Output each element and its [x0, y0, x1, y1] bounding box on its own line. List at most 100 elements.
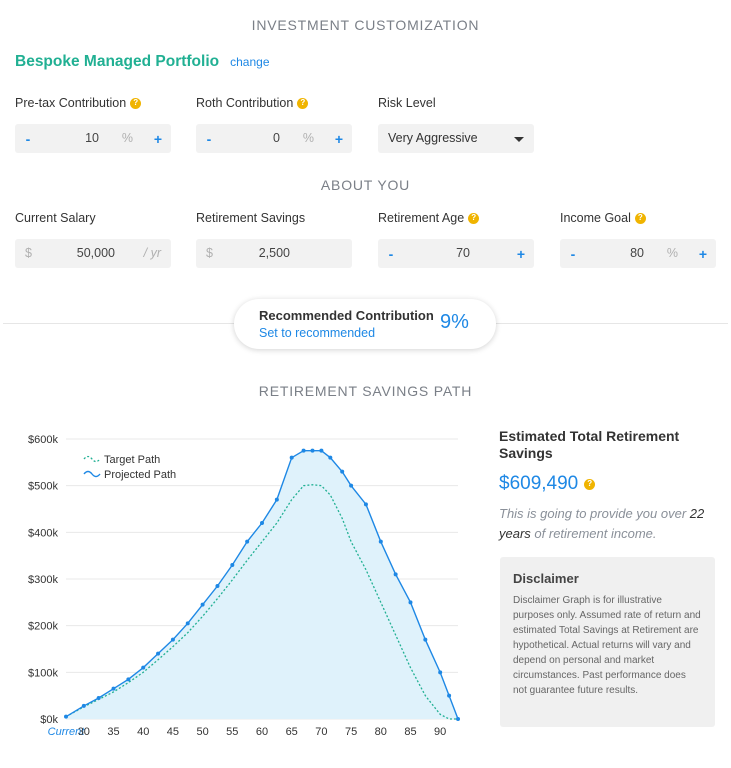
y-tick-label: $300k	[28, 574, 58, 586]
current-salary-value: 50,000	[76, 246, 115, 260]
retirement-savings-chart: $0k $100k $200k $300k $400k $500k $600k Current…	[0, 425, 470, 745]
increment-button[interactable]: +	[698, 245, 708, 262]
dollar-prefix: $	[25, 246, 32, 260]
change-portfolio-link[interactable]: change	[230, 55, 270, 69]
projected-point	[200, 602, 205, 607]
pretax-contribution-label: Pre-tax Contribution	[15, 96, 127, 110]
projected-path-line	[65, 449, 459, 720]
increment-button[interactable]: +	[153, 130, 163, 147]
retirement-savings-input[interactable]: $ 2,500	[196, 239, 352, 268]
projected-point	[328, 455, 333, 460]
projected-point	[96, 696, 101, 700]
sentence-prefix: This is going to provide you over	[499, 506, 690, 521]
risk-level-field: Risk Level Very Aggressive	[378, 95, 534, 153]
projected-point	[260, 521, 264, 525]
legend-target-label: Target Path	[104, 454, 160, 466]
retirement-savings-field: Retirement Savings $ 2,500	[196, 210, 352, 268]
projected-area	[66, 450, 458, 719]
income-years: 22 years	[499, 506, 705, 541]
projected-point	[185, 621, 190, 626]
x-tick-label: 30	[78, 726, 90, 738]
projected-point	[349, 483, 354, 488]
percent-unit: %	[121, 131, 133, 145]
x-tick-label: 50	[196, 726, 208, 738]
increment-button[interactable]: +	[334, 130, 344, 147]
percent-unit: %	[302, 131, 314, 145]
projected-point	[393, 572, 398, 577]
projected-point	[274, 497, 279, 502]
projected-point	[141, 665, 146, 670]
dollar-prefix: $	[206, 246, 213, 260]
caret-down-icon	[514, 137, 524, 142]
x-tick-label: 55	[226, 726, 238, 738]
projected-point	[289, 455, 294, 460]
retirement-savings-value: 2,500	[258, 246, 290, 260]
estimate-value: $609,490	[499, 473, 579, 494]
risk-level-select[interactable]: Very Aggressive	[378, 124, 534, 153]
section-title-path: RETIREMENT SAVINGS PATH	[258, 383, 473, 399]
y-tick-label: $0k	[40, 714, 58, 726]
per-year-unit: / yr	[143, 246, 161, 260]
income-goal-field: Income Goal ? - 80 % +	[560, 210, 716, 268]
set-to-recommended-link[interactable]: Set to recommended	[259, 326, 376, 340]
decrement-button[interactable]: -	[25, 130, 31, 147]
x-tick-label: 80	[375, 726, 387, 738]
projected-point	[363, 502, 368, 507]
help-icon[interactable]: ?	[297, 97, 309, 109]
disclaimer-box: Disclaimer Disclaimer Graph is for illus…	[500, 557, 715, 727]
y-tick-label: $100k	[28, 667, 58, 679]
projected-point	[423, 637, 428, 642]
help-icon[interactable]: ?	[130, 97, 142, 109]
legend-projected-swatch	[83, 470, 101, 478]
current-salary-input[interactable]: $ 50,000 / yr	[15, 239, 171, 268]
risk-level-selected: Very Aggressive	[388, 131, 478, 145]
current-salary-label: Current Salary	[15, 211, 96, 225]
retirement-age-stepper: - 70 +	[378, 239, 534, 268]
pretax-contribution-value[interactable]: 10	[85, 131, 99, 145]
decrement-button[interactable]: -	[388, 245, 394, 262]
help-icon[interactable]: ?	[634, 212, 646, 224]
projected-point	[156, 651, 161, 656]
x-tick-label: 65	[286, 726, 298, 738]
projected-point	[230, 563, 235, 567]
x-tick-label: 85	[404, 726, 416, 738]
projected-point	[111, 686, 116, 691]
projected-point	[340, 469, 345, 474]
percent-unit: %	[666, 246, 678, 260]
income-goal-value[interactable]: 80	[630, 246, 644, 260]
disclaimer-text: Disclaimer Graph is for illustrative pur…	[513, 595, 701, 696]
y-tick-label: $200k	[28, 621, 58, 633]
projected-point	[126, 677, 131, 682]
projected-point	[447, 693, 452, 698]
current-salary-field: Current Salary $ 50,000 / yr	[15, 210, 171, 268]
decrement-button[interactable]: -	[206, 130, 212, 147]
x-tick-label: 75	[345, 726, 357, 738]
projected-point	[438, 670, 443, 675]
recommended-contribution-card: Recommended Contribution Set to recommen…	[234, 299, 496, 349]
projected-point	[301, 448, 306, 453]
legend-target-swatch	[83, 455, 101, 463]
retirement-age-value[interactable]: 70	[456, 246, 470, 260]
y-tick-label: $400k	[28, 527, 58, 539]
help-icon[interactable]: ?	[468, 212, 480, 224]
retirement-savings-label: Retirement Savings	[196, 211, 306, 225]
help-icon[interactable]: ?	[584, 478, 596, 490]
section-title-investment: INVESTMENT CUSTOMIZATION	[251, 17, 480, 33]
roth-contribution-stepper: - 0 % +	[196, 124, 352, 153]
recommended-contribution-title: Recommended Contribution	[259, 308, 434, 323]
section-title-about: ABOUT YOU	[320, 177, 411, 193]
estimate-title: Estimated Total Retirement Savings	[499, 428, 680, 461]
projected-point	[378, 539, 383, 544]
x-tick-label: 70	[315, 726, 327, 738]
pretax-contribution-stepper: - 10 % +	[15, 124, 171, 153]
chart-svg: $0k $100k $200k $300k $400k $500k $600k Current…	[28, 434, 460, 738]
retirement-age-label: Retirement Age	[378, 211, 465, 225]
roth-contribution-value[interactable]: 0	[273, 131, 280, 145]
pretax-contribution-field: Pre-tax Contribution ? - 10 % +	[15, 95, 171, 153]
projected-point	[215, 584, 220, 588]
sentence-suffix: of retirement income.	[530, 526, 657, 541]
decrement-button[interactable]: -	[570, 245, 576, 262]
x-tick-label: 45	[167, 726, 179, 738]
y-tick-label: $600k	[28, 434, 58, 446]
increment-button[interactable]: +	[516, 245, 526, 262]
